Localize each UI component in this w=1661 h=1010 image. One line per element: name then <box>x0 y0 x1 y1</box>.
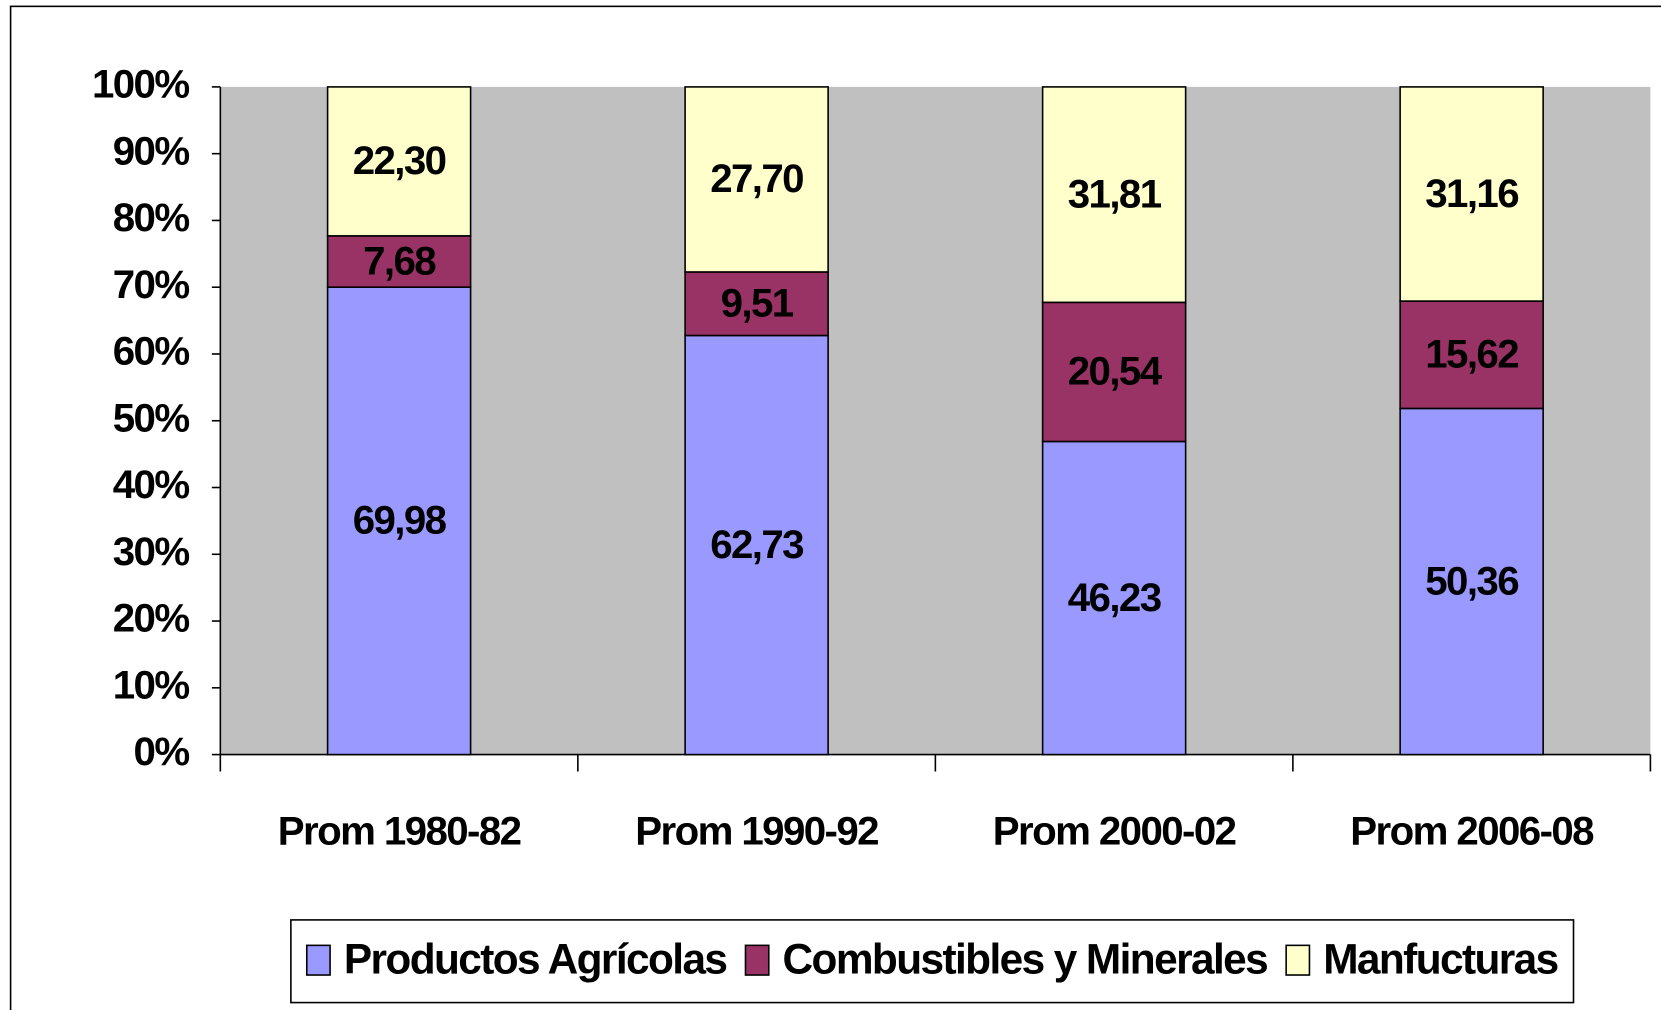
y-tick-label: 70% <box>113 262 190 307</box>
data-label: 22,30 <box>353 138 446 183</box>
legend-label: Productos Agrícolas <box>344 935 727 982</box>
legend-box <box>290 919 1575 1004</box>
y-tick-label: 30% <box>113 529 190 574</box>
y-tick-label: 90% <box>113 128 190 173</box>
y-tick-label: 50% <box>113 395 190 440</box>
data-label: 69,98 <box>353 498 447 543</box>
x-tick-label: Prom 2006-08 <box>1350 809 1594 854</box>
legend-swatch <box>305 944 331 976</box>
legend-label: Combustibles y Minerales <box>783 935 1268 982</box>
y-tick-label: 20% <box>113 596 190 641</box>
bar-segment <box>684 86 829 273</box>
data-label: 62,73 <box>710 522 803 567</box>
legend-swatch <box>744 944 770 976</box>
bar-segment <box>1399 407 1544 756</box>
data-label: 31,16 <box>1425 171 1518 216</box>
legend-swatch <box>1285 944 1311 976</box>
bar-segment <box>1041 86 1187 304</box>
data-label: 15,62 <box>1425 332 1518 377</box>
data-label: 9,51 <box>721 280 794 325</box>
bar-segment <box>1041 440 1187 756</box>
y-tick-label: 60% <box>113 329 190 374</box>
bar-segment <box>326 86 472 237</box>
data-label: 46,23 <box>1068 575 1161 620</box>
y-tick-label: 80% <box>113 195 190 240</box>
x-tick-label: Prom 2000-02 <box>993 809 1236 854</box>
bar-segment <box>1041 301 1187 443</box>
data-label: 7,68 <box>363 238 436 283</box>
bar-segment <box>1399 300 1544 410</box>
data-label: 31,81 <box>1068 171 1162 216</box>
bar-segment <box>326 235 472 288</box>
x-tick-label: Prom 1980-82 <box>278 809 521 854</box>
bar-segment <box>326 286 472 756</box>
data-label: 20,54 <box>1068 349 1163 394</box>
x-tick-label: Prom 1990-92 <box>635 809 878 854</box>
y-tick-label: 0% <box>134 729 190 774</box>
y-tick-label: 100% <box>92 62 189 107</box>
y-tick-label: 10% <box>113 662 190 707</box>
y-tick-label: 40% <box>113 462 190 507</box>
bar-segment <box>1399 86 1544 302</box>
bar-segment <box>684 334 829 756</box>
legend-label: Manfucturas <box>1323 935 1557 982</box>
data-label: 27,70 <box>710 156 803 201</box>
data-label: 50,36 <box>1425 558 1518 603</box>
